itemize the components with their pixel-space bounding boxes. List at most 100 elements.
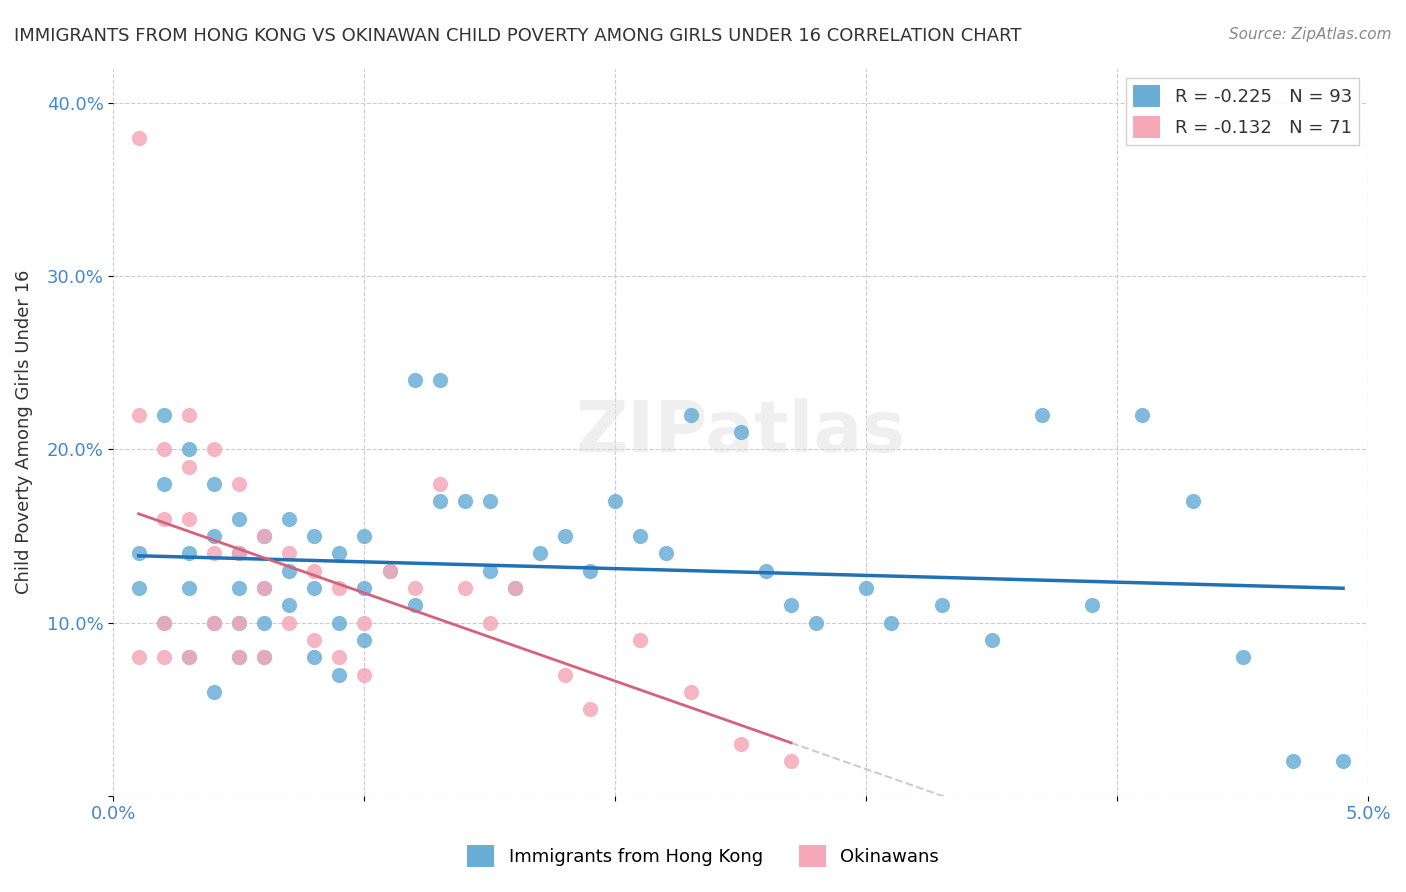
Point [128, 650, 150, 665]
Point [478, 494, 501, 508]
Point [630, 632, 652, 647]
Text: ZIPatlas: ZIPatlas [576, 398, 905, 467]
Point [253, 650, 276, 665]
Point [302, 529, 325, 543]
Point [503, 581, 526, 595]
Point [353, 667, 375, 681]
Point [177, 650, 200, 665]
Point [302, 581, 325, 595]
Point [730, 425, 752, 439]
Point [454, 494, 477, 508]
Point [278, 546, 301, 560]
Point [404, 373, 426, 387]
Point [931, 599, 953, 613]
Point [152, 512, 174, 526]
Point [177, 581, 200, 595]
Point [328, 615, 350, 630]
Point [202, 477, 225, 491]
Point [152, 477, 174, 491]
Point [228, 546, 250, 560]
Point [228, 615, 250, 630]
Point [202, 615, 225, 630]
Point [278, 512, 301, 526]
Point [429, 373, 451, 387]
Text: Source: ZipAtlas.com: Source: ZipAtlas.com [1229, 27, 1392, 42]
Legend: Immigrants from Hong Kong, Okinawans: Immigrants from Hong Kong, Okinawans [460, 838, 946, 874]
Point [1031, 408, 1053, 422]
Point [302, 564, 325, 578]
Point [478, 615, 501, 630]
Point [152, 408, 174, 422]
Point [228, 650, 250, 665]
Point [1232, 650, 1254, 665]
Point [579, 564, 602, 578]
Point [202, 529, 225, 543]
Point [1081, 599, 1104, 613]
Point [429, 477, 451, 491]
Point [302, 632, 325, 647]
Point [529, 546, 551, 560]
Point [554, 667, 576, 681]
Point [980, 632, 1002, 647]
Y-axis label: Child Poverty Among Girls Under 16: Child Poverty Among Girls Under 16 [15, 270, 32, 594]
Text: IMMIGRANTS FROM HONG KONG VS OKINAWAN CHILD POVERTY AMONG GIRLS UNDER 16 CORRELA: IMMIGRANTS FROM HONG KONG VS OKINAWAN CH… [14, 27, 1022, 45]
Point [177, 512, 200, 526]
Point [202, 615, 225, 630]
Point [202, 685, 225, 699]
Point [152, 615, 174, 630]
Point [128, 546, 150, 560]
Point [429, 494, 451, 508]
Point [454, 581, 477, 595]
Point [128, 130, 150, 145]
Point [780, 754, 803, 768]
Point [128, 581, 150, 595]
Point [152, 615, 174, 630]
Point [152, 442, 174, 457]
Point [152, 650, 174, 665]
Point [554, 529, 576, 543]
Point [755, 564, 778, 578]
Point [253, 650, 276, 665]
Point [253, 529, 276, 543]
Point [253, 581, 276, 595]
Point [177, 650, 200, 665]
Point [228, 512, 250, 526]
Point [378, 564, 401, 578]
Point [378, 564, 401, 578]
Point [202, 546, 225, 560]
Point [353, 581, 375, 595]
Point [679, 685, 702, 699]
Point [353, 529, 375, 543]
Point [804, 615, 827, 630]
Point [404, 599, 426, 613]
Legend: R = -0.225   N = 93, R = -0.132   N = 71: R = -0.225 N = 93, R = -0.132 N = 71 [1126, 78, 1360, 145]
Point [1282, 754, 1305, 768]
Point [228, 546, 250, 560]
Point [328, 581, 350, 595]
Point [228, 581, 250, 595]
Point [855, 581, 877, 595]
Point [177, 408, 200, 422]
Point [328, 546, 350, 560]
Point [253, 581, 276, 595]
Point [353, 632, 375, 647]
Point [328, 650, 350, 665]
Point [278, 599, 301, 613]
Point [328, 667, 350, 681]
Point [228, 615, 250, 630]
Point [228, 477, 250, 491]
Point [780, 599, 803, 613]
Point [630, 529, 652, 543]
Point [278, 564, 301, 578]
Point [177, 442, 200, 457]
Point [605, 494, 627, 508]
Point [353, 615, 375, 630]
Point [202, 442, 225, 457]
Point [730, 737, 752, 751]
Point [579, 702, 602, 716]
Point [1181, 494, 1204, 508]
Point [880, 615, 903, 630]
Point [503, 581, 526, 595]
Point [679, 408, 702, 422]
Point [228, 650, 250, 665]
